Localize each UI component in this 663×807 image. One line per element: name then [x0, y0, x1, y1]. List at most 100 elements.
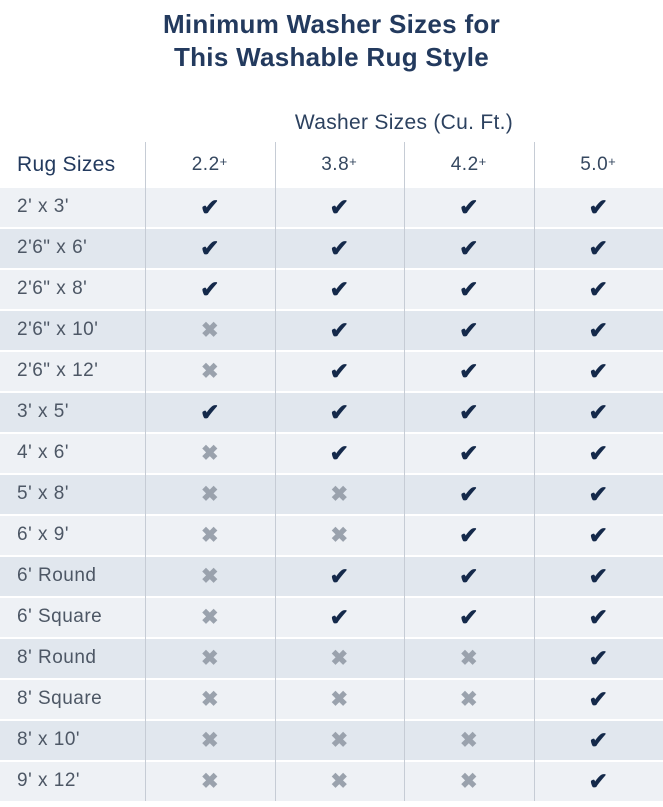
table-cell: ✔ [534, 277, 663, 301]
table-row: 2'6" x 10' ✖ ✔ ✔ ✔ [0, 310, 663, 350]
x-icon: ✖ [330, 482, 349, 506]
table-cell: ✔ [404, 521, 534, 548]
table-row: 4' x 6' ✖ ✔ ✔ ✔ [0, 433, 663, 473]
x-icon: ✖ [459, 646, 478, 670]
check-icon: ✔ [459, 398, 479, 425]
x-icon: ✖ [330, 523, 349, 547]
rug-size-label: 3' x 5' [17, 401, 69, 423]
rug-size-label: 8' Round [17, 647, 97, 669]
table-row: 8' x 10' ✖ ✖ ✖ ✔ [0, 720, 663, 760]
table-cell: ✔ [534, 441, 663, 465]
rug-size-label: 2' x 3' [17, 196, 69, 218]
check-icon: ✔ [459, 357, 479, 384]
table-cell: ✖ [145, 443, 275, 464]
table-cell: ✖ [275, 484, 405, 505]
table-cell: ✔ [275, 441, 405, 465]
rug-size-label: 2'6" x 12' [17, 360, 99, 382]
rug-size-label: 6' Square [17, 606, 103, 628]
table-cell: ✔ [404, 605, 534, 629]
table-cell: ✖ [404, 771, 534, 792]
table-row: 6' x 9' ✖ ✖ ✔ ✔ [0, 515, 663, 555]
check-icon: ✔ [588, 603, 608, 630]
rug-size-label: 8' Square [17, 688, 103, 710]
table-cell: ✖ [145, 689, 275, 710]
check-icon: ✔ [588, 521, 608, 548]
plus-suffix: + [608, 153, 617, 169]
table-cell: ✖ [145, 484, 275, 505]
table-cell: ✖ [145, 320, 275, 341]
page-title-line-1: Minimum Washer Sizes for [162, 9, 501, 39]
check-icon: ✔ [588, 562, 608, 589]
table-cell: ✔ [404, 562, 534, 589]
table-cell: ✔ [534, 318, 663, 342]
table-cell: ✖ [145, 361, 275, 382]
x-icon: ✖ [200, 482, 219, 506]
page-title: Minimum Washer Sizes for This Washable R… [0, 8, 663, 75]
table-cell: ✔ [275, 277, 405, 301]
plus-suffix: + [478, 153, 487, 169]
x-icon: ✖ [200, 646, 219, 670]
column-header-2-2: 2.2+ [191, 153, 228, 175]
table-cell: ✖ [275, 730, 405, 751]
check-icon: ✔ [459, 275, 479, 302]
x-icon: ✖ [330, 687, 349, 711]
table-cell: ✔ [145, 234, 275, 261]
rug-size-label: 6' Round [17, 565, 97, 587]
table-cell: ✔ [404, 275, 534, 302]
check-icon: ✔ [329, 193, 349, 220]
table-cell: ✔ [534, 195, 663, 219]
table-cell: ✖ [145, 607, 275, 628]
check-icon: ✔ [459, 521, 479, 548]
column-divider-line [533, 141, 535, 801]
table-row: 9' x 12' ✖ ✖ ✖ ✔ [0, 761, 663, 801]
rug-size-label: 9' x 12' [17, 770, 81, 792]
column-header-5-0: 5.0+ [580, 153, 617, 175]
check-icon: ✔ [459, 562, 479, 589]
check-icon: ✔ [200, 275, 220, 302]
check-icon: ✔ [200, 234, 220, 261]
x-icon: ✖ [459, 687, 478, 711]
table-cell: ✔ [145, 275, 275, 302]
check-icon: ✔ [588, 398, 608, 425]
table-row: 5' x 8' ✖ ✖ ✔ ✔ [0, 474, 663, 514]
check-icon: ✔ [588, 685, 608, 712]
table-cell: ✔ [404, 480, 534, 507]
table-cell: ✔ [404, 357, 534, 384]
column-divider-line [145, 141, 146, 801]
column-divider-line [404, 141, 405, 801]
table-cell: ✖ [145, 648, 275, 669]
table-cell: ✖ [404, 689, 534, 710]
table-cell: ✔ [534, 359, 663, 383]
table-cell: ✔ [275, 605, 405, 629]
table-cell: ✔ [404, 195, 534, 219]
check-icon: ✔ [588, 234, 608, 261]
rug-size-label: 2'6" x 6' [17, 237, 88, 259]
table-row: 3' x 5' ✔ ✔ ✔ ✔ [0, 392, 663, 432]
check-icon: ✔ [329, 234, 349, 261]
table-body: 2' x 3' ✔ ✔ ✔ ✔ 2'6" x 6' ✔ ✔ ✔ ✔ 2'6" x 8' ✔ ✔ ✔ ✔ 2'6… [0, 187, 663, 801]
table-cell: ✔ [534, 398, 663, 425]
table-cell: ✔ [534, 562, 663, 589]
check-icon: ✔ [459, 316, 479, 343]
rug-sizes-column-header: Rug Sizes [17, 152, 116, 176]
check-icon: ✔ [459, 480, 479, 507]
rug-size-label: 8' x 10' [17, 729, 81, 751]
x-icon: ✖ [200, 687, 219, 711]
x-icon: ✖ [200, 359, 219, 383]
x-icon: ✖ [200, 605, 219, 629]
table-cell: ✖ [275, 771, 405, 792]
washer-size-table: Rug Sizes 2.2+ 3.8+ 4.2+ 5.0+ 2' x 3' ✔ ✔ ✔… [0, 141, 663, 801]
table-row: 2' x 3' ✔ ✔ ✔ ✔ [0, 187, 663, 227]
column-header-4-2: 4.2+ [450, 153, 487, 175]
table-cell: ✔ [534, 482, 663, 506]
check-icon: ✔ [459, 439, 479, 466]
table-cell: ✔ [534, 521, 663, 548]
table-cell: ✔ [275, 318, 405, 342]
table-row: 6' Square ✖ ✔ ✔ ✔ [0, 597, 663, 637]
table-cell: ✔ [275, 400, 405, 424]
table-cell: ✔ [275, 357, 405, 384]
check-icon: ✔ [329, 357, 349, 384]
table-cell: ✔ [404, 398, 534, 425]
table-row: 2'6" x 8' ✔ ✔ ✔ ✔ [0, 269, 663, 309]
